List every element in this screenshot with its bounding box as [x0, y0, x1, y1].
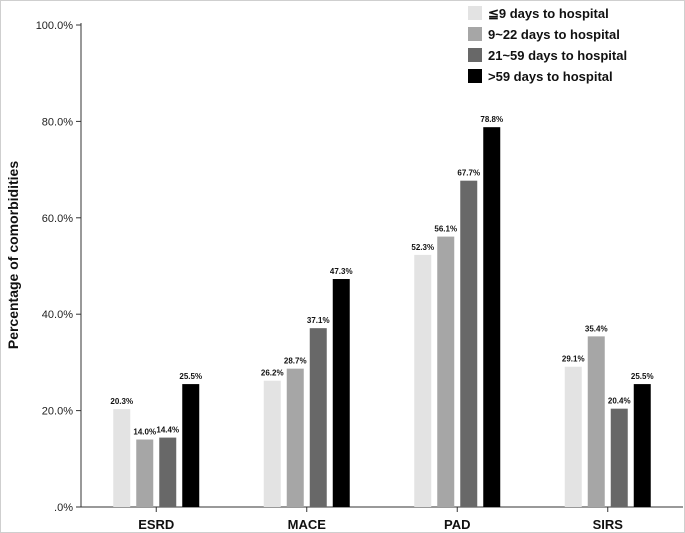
data-label: 37.1% — [307, 316, 330, 325]
x-tick-label: MACE — [288, 517, 327, 532]
bar — [309, 328, 327, 507]
data-label: 52.3% — [411, 243, 434, 252]
y-tick-label: 20.0% — [42, 406, 73, 418]
bars — [113, 127, 651, 508]
y-tick-label: .0% — [54, 502, 73, 514]
bar — [587, 336, 605, 507]
bar — [633, 384, 651, 507]
bar — [182, 384, 200, 507]
data-label: 29.1% — [562, 355, 585, 364]
bar — [460, 180, 478, 507]
bar — [159, 437, 177, 507]
bar — [136, 439, 154, 507]
legend-swatch — [468, 27, 482, 41]
data-label: 28.7% — [284, 357, 307, 366]
bar — [286, 368, 304, 507]
bar — [564, 366, 582, 507]
legend-swatch — [468, 69, 482, 83]
bar — [437, 236, 455, 507]
axes: .0% 20.0% 40.0% 60.0% 80.0% 100.0% ESRD MACE PAD… — [36, 20, 683, 532]
x-tick-label: ESRD — [138, 517, 174, 532]
data-label: 25.5% — [631, 372, 654, 381]
data-label: 14.4% — [156, 426, 179, 435]
legend-label: >59 days to hospital — [488, 69, 613, 84]
bar — [113, 409, 131, 507]
y-axis-title: Percentage of comorbidities — [5, 161, 21, 349]
legend: ≦9 days to hospital 9~22 days to hospital… — [468, 6, 627, 84]
legend-label: 9~22 days to hospital — [488, 27, 620, 42]
legend-label: 21~59 days to hospital — [488, 48, 627, 63]
y-tick-label: 60.0% — [42, 213, 73, 225]
data-label: 35.4% — [585, 324, 608, 333]
x-tick-label: SIRS — [593, 517, 624, 532]
value-labels: 20.3% 14.0% 14.4% 25.5% 26.2%28.7% 37.1% 47.3%… — [110, 115, 653, 436]
data-label: 25.5% — [179, 372, 202, 381]
data-label: 14.0% — [133, 428, 156, 437]
legend-swatch — [468, 48, 482, 62]
x-tick-label: PAD — [444, 517, 470, 532]
data-label: 67.7% — [457, 169, 480, 178]
bar — [414, 254, 432, 507]
bar — [610, 408, 628, 507]
y-tick-label: 100.0% — [36, 20, 74, 32]
y-tick-label: 80.0% — [42, 116, 73, 128]
data-label: 20.4% — [608, 397, 631, 406]
y-tick-label: 40.0% — [42, 309, 73, 321]
bar — [263, 380, 281, 507]
data-label: 20.3% — [110, 397, 133, 406]
data-label: 47.3% — [330, 267, 353, 276]
bar — [332, 279, 350, 507]
data-label: 78.8% — [480, 115, 503, 124]
legend-swatch — [468, 6, 482, 20]
legend-label: ≦9 days to hospital — [488, 6, 609, 21]
data-label: 56.1% — [434, 225, 457, 234]
bar — [483, 127, 501, 508]
data-label: 26.2% — [261, 369, 284, 378]
